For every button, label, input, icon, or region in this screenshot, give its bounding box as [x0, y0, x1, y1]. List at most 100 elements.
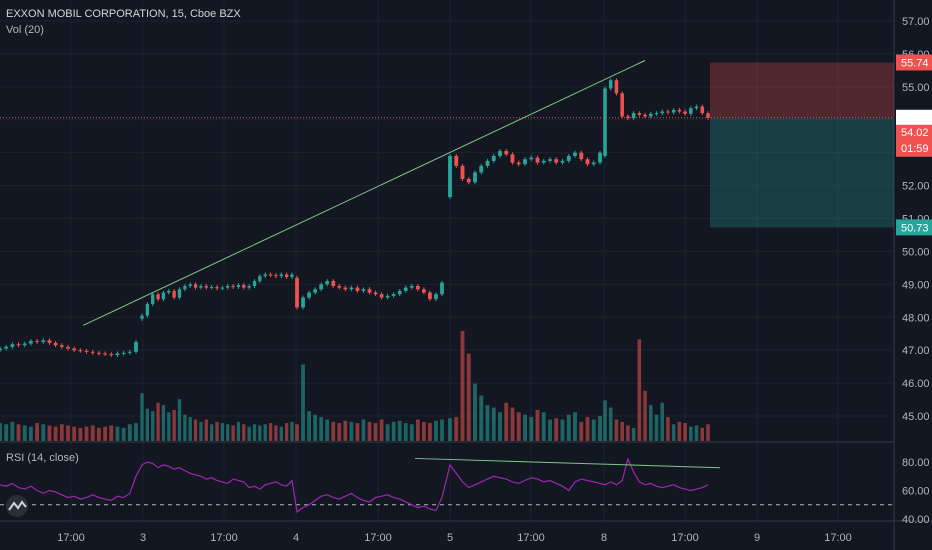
candle-body[interactable]: [677, 109, 682, 112]
candle-body[interactable]: [140, 315, 144, 319]
candle-body[interactable]: [422, 289, 426, 293]
candle-body[interactable]: [22, 343, 27, 346]
candle-body[interactable]: [156, 294, 160, 300]
candle-body[interactable]: [290, 274, 294, 278]
candle-body[interactable]: [460, 165, 465, 179]
candle-body[interactable]: [409, 285, 414, 288]
candle-body[interactable]: [385, 295, 390, 298]
candle-body[interactable]: [307, 292, 311, 298]
stop-loss-zone[interactable]: [710, 62, 894, 118]
candle-body[interactable]: [440, 282, 444, 295]
candle-body[interactable]: [598, 152, 602, 163]
candle-body[interactable]: [226, 285, 230, 288]
candle-body[interactable]: [161, 292, 166, 300]
candle-body[interactable]: [204, 285, 208, 288]
candle-body[interactable]: [343, 287, 348, 290]
candle-body[interactable]: [16, 344, 21, 346]
candle-body[interactable]: [35, 340, 40, 342]
candle-body[interactable]: [541, 160, 546, 163]
candle-body[interactable]: [643, 114, 647, 117]
candle-body[interactable]: [53, 342, 58, 346]
candle-body[interactable]: [319, 284, 324, 290]
take-profit-zone[interactable]: [710, 117, 894, 228]
candle-body[interactable]: [535, 157, 540, 163]
candle-body[interactable]: [479, 165, 484, 173]
rsi-line[interactable]: [0, 457, 709, 513]
candle-body[interactable]: [28, 340, 33, 344]
candle-body[interactable]: [473, 172, 477, 183]
candle-body[interactable]: [325, 281, 330, 285]
candle-body[interactable]: [529, 157, 534, 160]
candle-body[interactable]: [4, 346, 9, 349]
candle-body[interactable]: [242, 284, 246, 288]
candle-body[interactable]: [671, 109, 676, 113]
rsi-pane[interactable]: [0, 457, 894, 513]
candle-body[interactable]: [683, 111, 687, 114]
candle-body[interactable]: [236, 284, 241, 287]
candle-body[interactable]: [491, 155, 496, 161]
candle-body[interactable]: [689, 108, 693, 114]
candle-body[interactable]: [134, 341, 138, 352]
candle-body[interactable]: [566, 155, 571, 161]
candle-body[interactable]: [355, 287, 360, 291]
candle-body[interactable]: [504, 151, 509, 155]
candle-body[interactable]: [516, 162, 521, 165]
candle-body[interactable]: [649, 113, 653, 117]
candle-body[interactable]: [188, 284, 192, 286]
candle-body[interactable]: [434, 294, 438, 300]
candle-body[interactable]: [295, 277, 299, 308]
candle-body[interactable]: [373, 292, 378, 295]
candle-body[interactable]: [579, 152, 584, 160]
candle-body[interactable]: [115, 353, 120, 356]
candle-body[interactable]: [608, 80, 613, 89]
candle-body[interactable]: [560, 160, 565, 163]
candle-body[interactable]: [10, 344, 15, 347]
candle-body[interactable]: [151, 294, 155, 305]
candle-body[interactable]: [637, 113, 642, 115]
price-trendline[interactable]: [82, 60, 646, 326]
candle-body[interactable]: [666, 111, 670, 113]
candle-body[interactable]: [183, 285, 187, 290]
candle-body[interactable]: [0, 348, 2, 351]
candle-body[interactable]: [78, 350, 83, 352]
candle-body[interactable]: [84, 350, 89, 352]
candle-body[interactable]: [279, 274, 283, 277]
rsi-divergence-line[interactable]: [414, 457, 721, 469]
candle-body[interactable]: [199, 285, 203, 288]
candle-body[interactable]: [548, 159, 552, 161]
candle-body[interactable]: [660, 111, 664, 114]
candle-body[interactable]: [391, 294, 396, 296]
candle-body[interactable]: [498, 151, 502, 156]
candle-body[interactable]: [523, 159, 527, 165]
candle-body[interactable]: [220, 287, 225, 289]
candle-body[interactable]: [331, 281, 336, 286]
candle-body[interactable]: [41, 340, 46, 342]
candle-body[interactable]: [454, 155, 459, 166]
candle-body[interactable]: [172, 290, 176, 298]
candle-body[interactable]: [361, 289, 366, 291]
candle-body[interactable]: [585, 159, 590, 165]
candle-body[interactable]: [96, 352, 101, 354]
drawing-lines[interactable]: [0, 60, 894, 326]
candle-body[interactable]: [72, 348, 77, 351]
candle-body[interactable]: [209, 286, 214, 288]
position-zones[interactable]: [710, 62, 894, 228]
candle-body[interactable]: [603, 88, 607, 156]
candle-body[interactable]: [313, 289, 317, 293]
candle-body[interactable]: [631, 113, 636, 119]
candle-body[interactable]: [573, 152, 577, 156]
candle-body[interactable]: [231, 285, 235, 287]
candles[interactable]: [0, 78, 710, 358]
candle-body[interactable]: [284, 274, 289, 278]
candle-body[interactable]: [415, 285, 420, 290]
candle-body[interactable]: [620, 93, 624, 117]
candle-body[interactable]: [694, 106, 699, 109]
candle-body[interactable]: [379, 294, 384, 298]
candle-body[interactable]: [274, 275, 278, 277]
candle-body[interactable]: [177, 289, 182, 298]
candle-body[interactable]: [145, 304, 150, 316]
candle-body[interactable]: [700, 106, 705, 114]
candle-body[interactable]: [485, 160, 490, 166]
candle-body[interactable]: [448, 155, 452, 198]
candle-body[interactable]: [706, 113, 710, 118]
